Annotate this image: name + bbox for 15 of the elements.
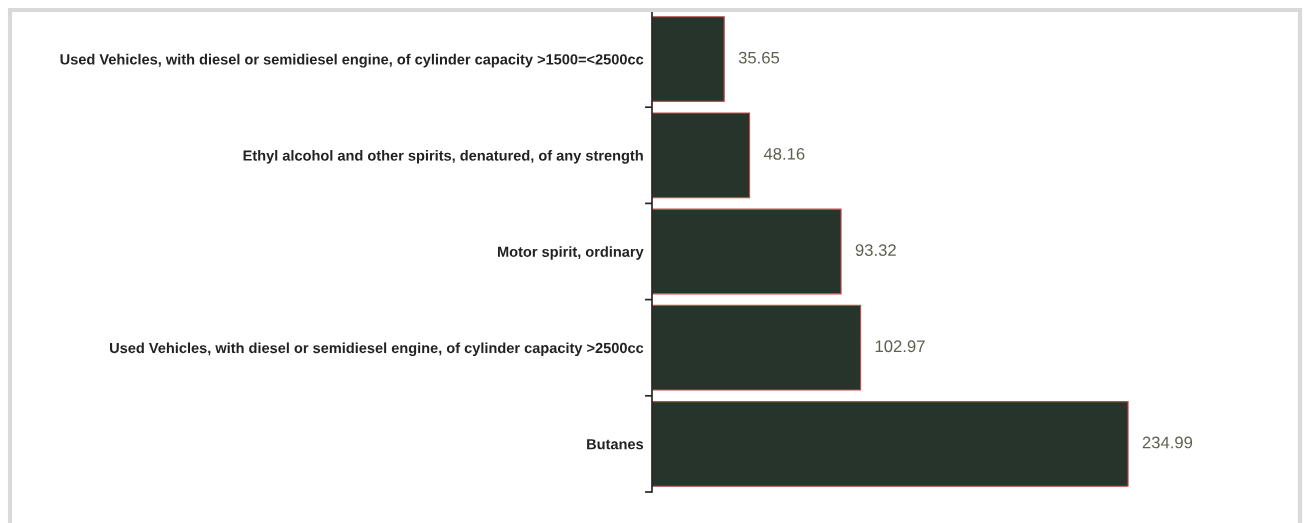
data-label: 35.65 xyxy=(738,51,780,64)
bar xyxy=(652,304,862,391)
data-label: 48.16 xyxy=(763,147,805,160)
bar xyxy=(652,401,1129,487)
bar xyxy=(652,16,725,102)
y-tick-label: Butanes xyxy=(587,439,644,450)
y-tick-label: Motor spirit, ordinary xyxy=(498,246,644,260)
data-label: 102.97 xyxy=(875,340,925,353)
data-label: 93.32 xyxy=(855,244,896,256)
bar xyxy=(652,208,842,295)
y-tick-label: Used Vehicles, with diesel or semidiesel engine, of cylinder capacity >2500cc xyxy=(110,342,644,357)
y-tick-label: Used Vehicles, with diesel or semidiesel engine, of cylinder capacity >1500=<2500cc xyxy=(60,53,644,68)
data-label: 234.99 xyxy=(1142,436,1193,449)
y-tick-label: Ethyl alcohol and other spirits, denatured, of any strength xyxy=(243,150,643,164)
bar xyxy=(652,112,751,199)
